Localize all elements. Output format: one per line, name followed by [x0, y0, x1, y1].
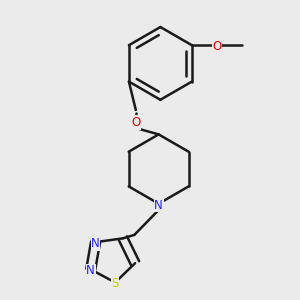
Text: O: O: [212, 40, 221, 53]
Text: S: S: [112, 278, 119, 290]
Text: N: N: [86, 264, 95, 278]
Text: N: N: [154, 199, 163, 212]
Text: N: N: [91, 237, 100, 250]
Text: O: O: [131, 116, 140, 129]
